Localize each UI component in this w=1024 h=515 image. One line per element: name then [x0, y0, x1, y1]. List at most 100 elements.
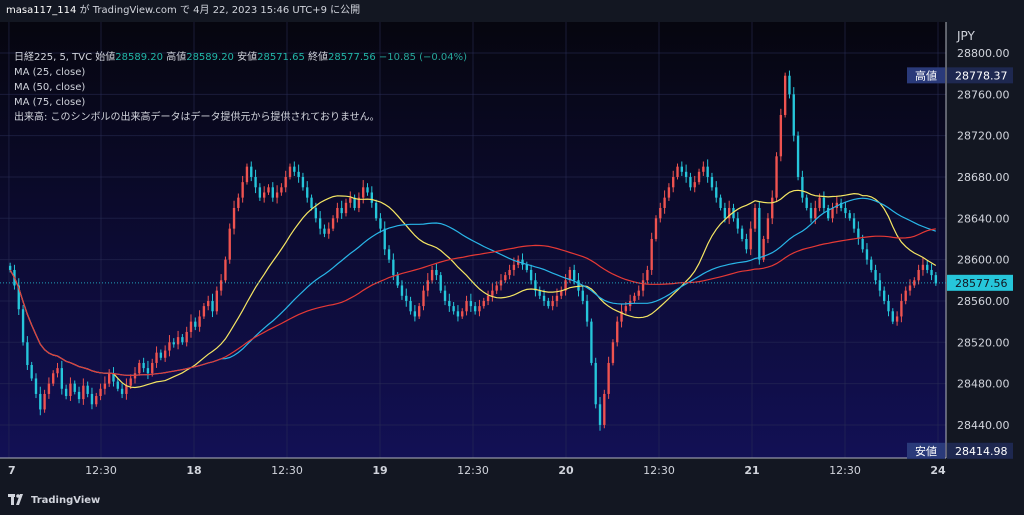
candle-body	[357, 197, 361, 208]
candle-body	[297, 171, 300, 177]
candle-body	[340, 207, 343, 214]
candle-body	[413, 311, 417, 317]
candle-body	[107, 373, 111, 384]
candle-body	[262, 192, 266, 198]
candle-body	[753, 207, 757, 229]
candle-body	[30, 365, 33, 379]
candle-body	[745, 238, 748, 250]
candle-body	[448, 300, 451, 307]
candle-body	[314, 207, 318, 219]
candle-body	[672, 176, 675, 188]
candle-body	[202, 306, 206, 317]
candle-body	[891, 311, 894, 322]
candle-body	[921, 264, 925, 270]
candle-body	[284, 176, 287, 188]
candle-body	[387, 249, 391, 260]
candle-body	[521, 259, 524, 265]
candle-body	[934, 275, 938, 284]
candle-body	[572, 269, 576, 281]
candle-body	[542, 295, 546, 301]
candle-body	[719, 197, 722, 208]
candle-body	[689, 176, 692, 188]
candle-body	[73, 383, 76, 392]
time-tick-label: 20	[558, 464, 574, 477]
candle-body	[224, 259, 227, 281]
candle-body	[818, 197, 821, 208]
last-price-badge	[947, 274, 1013, 291]
low-marker-value: 28414.98	[955, 445, 1008, 458]
candle-body	[926, 264, 929, 270]
ma75-line	[9, 228, 936, 377]
candle-body	[443, 290, 447, 301]
candle-body	[908, 285, 912, 291]
candle-body	[727, 207, 731, 219]
candle-body	[857, 228, 860, 239]
candle-body	[839, 202, 843, 208]
time-tick-label: 12:30	[85, 464, 117, 477]
publisher-name[interactable]: masa117_114	[6, 5, 77, 16]
candle-body	[723, 207, 727, 219]
candle-body	[732, 207, 735, 219]
candle-body	[740, 228, 744, 239]
candle-body	[103, 383, 107, 389]
candle-body	[116, 381, 119, 389]
candle-body	[435, 269, 438, 276]
candle-body	[86, 385, 89, 394]
candle-body	[138, 362, 141, 374]
candle-body	[370, 192, 374, 203]
candle-body	[90, 393, 94, 405]
low-marker-badge	[947, 442, 1013, 459]
candlestick-chart[interactable]: 28440.00 28480.00 28520.00 28560.00 28600.00…	[0, 22, 1024, 488]
price-tick-label: 28640.00	[957, 212, 1010, 225]
currency-label[interactable]: JPY	[956, 29, 976, 43]
time-tick-label: 18	[186, 464, 201, 477]
candle-body	[710, 176, 714, 188]
time-tick-label: 19	[372, 464, 387, 477]
candle-body	[659, 207, 662, 219]
price-tick-label: 28680.00	[957, 171, 1010, 184]
chart-area[interactable]: 28440.00 28480.00 28520.00 28560.00 28600.00…	[0, 22, 1024, 488]
candle-body	[95, 396, 98, 405]
candle-body	[426, 280, 429, 291]
candle-body	[280, 187, 283, 193]
candle-body	[827, 207, 830, 219]
candle-body	[151, 362, 154, 374]
price-tick-label: 28560.00	[957, 295, 1010, 308]
candle-body	[258, 187, 262, 198]
candle-body	[814, 207, 817, 219]
candle-body	[874, 269, 877, 281]
candle-body	[852, 218, 856, 229]
candle-body	[486, 295, 490, 301]
price-axis[interactable]: 28440.00 28480.00 28520.00 28560.00 28600.00…	[957, 47, 1010, 432]
candle-body	[512, 264, 516, 270]
candle-body	[56, 368, 59, 374]
candle-body	[779, 114, 783, 157]
candle-body	[159, 352, 163, 358]
candle-body	[417, 306, 421, 317]
candle-body	[245, 166, 249, 183]
price-markers: 28577.56 高値 28778.37 安値 28414.98	[0, 67, 1013, 459]
candle-body	[663, 197, 666, 208]
candle-body	[598, 404, 602, 425]
candle-body	[504, 275, 507, 281]
candle-body	[129, 378, 132, 386]
candle-body	[163, 350, 167, 358]
candle-body	[577, 280, 580, 291]
candle-body	[34, 378, 38, 394]
time-tick-label: 12:30	[457, 464, 489, 477]
time-tick-label: 24	[930, 464, 946, 477]
time-tick-label: 7	[8, 464, 16, 477]
candle-body	[809, 207, 813, 219]
price-tick-label: 28760.00	[957, 88, 1010, 101]
candle-body	[327, 228, 330, 234]
candle-body	[383, 228, 386, 250]
tradingview-logo[interactable]: TradingView	[8, 494, 100, 506]
candle-body	[155, 352, 158, 363]
price-tick-label: 28720.00	[957, 130, 1010, 143]
candle-body	[616, 321, 619, 343]
candle-body	[491, 290, 494, 296]
candle-body	[142, 362, 145, 369]
time-axis[interactable]: 7 12:30 18 12:30 19 12:30 20 12:30 21 12:30 24	[8, 464, 946, 477]
candle-body	[288, 166, 292, 177]
candle-body	[667, 187, 671, 198]
